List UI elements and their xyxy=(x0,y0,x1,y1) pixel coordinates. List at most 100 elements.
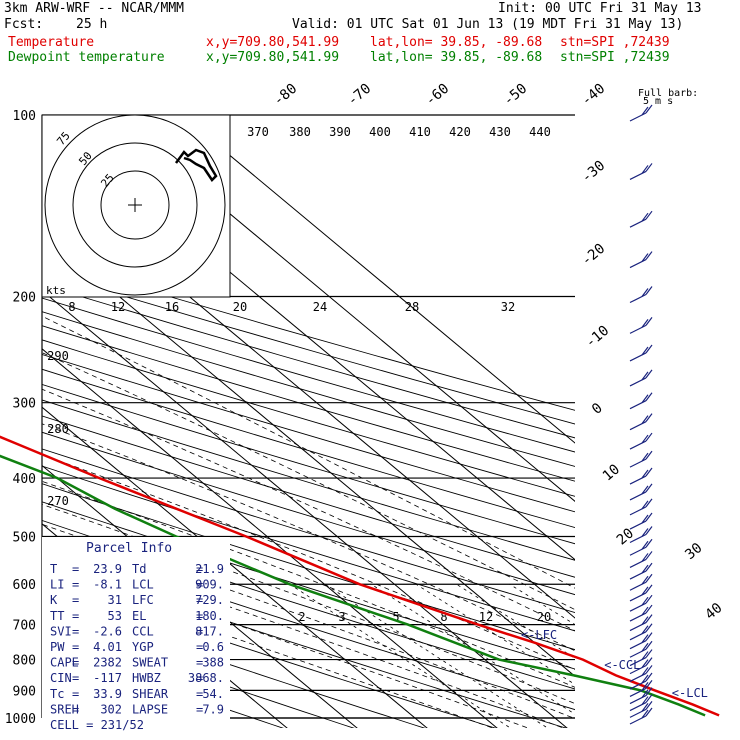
pressure-label-300: 300 xyxy=(13,397,36,412)
parcel-info-cell: SREH xyxy=(50,702,79,716)
isotherm-line xyxy=(42,231,575,677)
pressure-label-100: 100 xyxy=(13,109,36,124)
upper-axis-label: 8 xyxy=(68,300,75,314)
wind-barb xyxy=(629,604,653,622)
parcel-info-cell: Td xyxy=(132,562,146,576)
parcel-info-cell: = xyxy=(196,562,203,576)
parcel-info-cell: = xyxy=(196,640,203,654)
parcel-info-cell: 33.9 xyxy=(93,687,122,701)
isentrope-label: 430 xyxy=(489,125,511,139)
wind-barb xyxy=(629,163,653,180)
parcel-info-cell: = xyxy=(72,609,79,623)
parcel-info-cell: = xyxy=(196,687,203,701)
wind-barb xyxy=(629,649,653,667)
wind-barb xyxy=(629,623,653,641)
pressure-label-400: 400 xyxy=(13,472,36,487)
parcel-info-cell: EL xyxy=(132,609,146,623)
upper-axis-label: 20 xyxy=(233,300,247,314)
isentrope-label: 380 xyxy=(289,125,311,139)
parcel-info-cell: = xyxy=(72,671,79,685)
mixing-ratio-line xyxy=(415,583,575,685)
wind-barb xyxy=(629,657,653,675)
wind-barb xyxy=(629,498,653,516)
parcel-info-cell: 23.9 xyxy=(93,562,122,576)
dry-adiabat-line xyxy=(42,483,575,651)
wind-barb xyxy=(629,672,653,690)
dewpoint-xy: x,y=709.80,541.99 xyxy=(206,50,340,65)
pressure-label-800: 800 xyxy=(13,654,36,669)
hodograph-ring-50 xyxy=(72,142,198,268)
isotherm-line xyxy=(0,115,10,731)
parcel-info-cell: HWBZ xyxy=(132,671,161,685)
dewpoint-trace xyxy=(0,454,706,717)
isotherm-line xyxy=(42,406,428,728)
parcel-info-cell: 3868. xyxy=(188,671,224,685)
wind-barb xyxy=(629,562,653,580)
parcel-info-cell: -8.1 xyxy=(93,578,122,592)
wind-barb xyxy=(629,512,653,530)
mixing-ratio-label: 5 xyxy=(392,610,399,624)
wind-barb xyxy=(629,573,653,591)
dewpoint-latlon: lat,lon= 39.85, -89.68 xyxy=(370,50,543,65)
parcel-info-cell: = xyxy=(72,593,79,607)
dry-adiabat-line xyxy=(42,579,497,728)
dewpoint-legend: Dewpoint temperature xyxy=(8,50,165,65)
pressure-label-700: 700 xyxy=(13,619,36,634)
parcel-info-cell: = xyxy=(72,562,79,576)
dry-adiabat-line xyxy=(42,297,575,453)
hodograph-ring-25 xyxy=(100,170,170,240)
parcel-info-cell: = xyxy=(72,702,79,716)
mixing-ratio-line xyxy=(289,583,512,728)
parcel-info-cell: YGP xyxy=(132,640,154,654)
temperature-station: stn=SPI ,72439 xyxy=(560,35,670,50)
temperature-trace xyxy=(0,435,720,717)
pressure-label-500: 500 xyxy=(13,530,36,545)
isotherm-line xyxy=(42,348,498,728)
mixing-ratio-line xyxy=(456,583,575,659)
dewpoint-station: stn=SPI ,72439 xyxy=(560,50,670,65)
parcel-info-cell: -2.6 xyxy=(93,624,122,638)
isentrope-label: 410 xyxy=(409,125,431,139)
wind-barb xyxy=(629,467,653,485)
isentrope-label: 440 xyxy=(529,125,551,139)
parcel-info-cell: = xyxy=(196,624,203,638)
wind-barb xyxy=(629,344,653,362)
parcel-info-cell: SVI xyxy=(50,624,72,638)
parcel-info-cell: 4.01 xyxy=(93,640,122,654)
parcel-info-cell: T xyxy=(50,562,57,576)
parcel-info-cell: = xyxy=(72,687,79,701)
pressure-label-1000: 1000 xyxy=(5,712,36,727)
wind-barb xyxy=(629,551,653,568)
dry-adiabat-label: 290 xyxy=(47,349,69,363)
upper-axis-label: 24 xyxy=(313,300,327,314)
parcel-info-cell: -117 xyxy=(93,671,122,685)
parcel-info-cell: LCL xyxy=(132,578,154,592)
upper-axis-label: 16 xyxy=(165,300,179,314)
barb-legend: Full barb: xyxy=(638,88,698,99)
hodograph: 25 50 75 kts xyxy=(41,114,231,298)
mixing-ratio-line xyxy=(370,583,575,715)
pressure-label-200: 200 xyxy=(13,291,36,306)
dry-adiabat-line xyxy=(42,311,575,467)
mixing-ratio-line xyxy=(324,583,549,728)
dry-adiabat-line xyxy=(42,448,575,614)
isotherm-label-side: -30 xyxy=(579,158,609,187)
level-markers: <-EL<-LFC<-CCL<-LCL xyxy=(521,628,708,700)
wind-barb xyxy=(629,210,653,228)
moist-adiabat-line xyxy=(42,480,575,688)
forecast-label: Fcst: xyxy=(4,17,44,32)
isotherm-label-40-edge: 40 xyxy=(702,600,725,623)
model-title: 3km ARW-WRF -- NCAR/MMM xyxy=(4,1,185,16)
moist-adiabat-line xyxy=(42,454,575,671)
upper-axis-label: 12 xyxy=(111,300,125,314)
parcel-info-cell: 817. xyxy=(195,624,224,638)
dry-adiabat-line xyxy=(42,431,575,596)
dry-adiabat-line xyxy=(42,600,426,728)
wind-barb xyxy=(629,665,653,682)
temperature-latlon: lat,lon= 39.85, -89.68 xyxy=(370,35,543,50)
dry-adiabat-line xyxy=(42,258,575,411)
parcel-info-cell: = xyxy=(72,640,79,654)
wind-barb xyxy=(629,450,653,468)
wind-barb xyxy=(629,614,653,632)
wind-barb xyxy=(629,286,653,304)
